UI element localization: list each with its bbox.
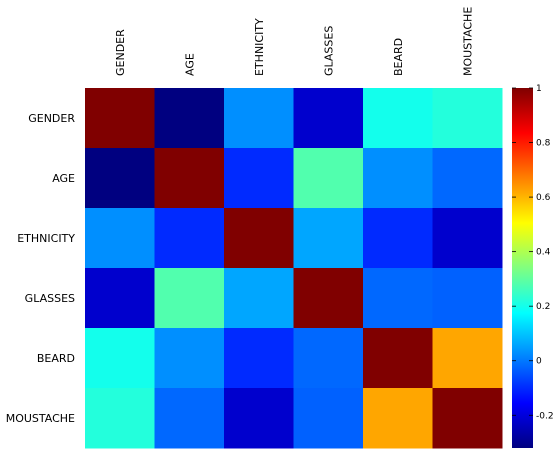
heatmap-cell-gender-age [154,88,225,149]
column-labels: GENDER AGE ETHNICITY GLASSES BEARD MOUSTACHE [114,7,475,76]
heatmap-cell-moustache-age [154,388,225,449]
column-label: AGE [183,53,196,76]
column-label: GENDER [114,29,127,76]
heatmap-cell-glasses-beard [363,268,433,329]
heatmap-cell-ethnicity-glasses [293,208,364,269]
heatmap-cell-moustache-gender [85,388,155,449]
column-label: ETHNICITY [253,18,266,76]
row-labels: GENDER AGE ETHNICITY GLASSES BEARD MOUSTACHE [6,112,76,425]
row-label: ETHNICITY [17,232,75,245]
column-label: GLASSES [322,26,335,76]
heatmap-cell-beard-beard [363,328,433,389]
heatmap-cells [85,88,503,449]
colorbar-gradient [512,88,533,448]
heatmap-cell-moustache-glasses [293,388,364,449]
heatmap-cell-ethnicity-age [154,208,225,269]
heatmap-cell-glasses-ethnicity [224,268,294,329]
heatmap-cell-glasses-moustache [432,268,503,329]
heatmap-cell-age-glasses [293,148,364,209]
row-label: AGE [52,172,75,185]
heatmap-cell-ethnicity-moustache [432,208,503,269]
heatmap-cell-gender-gender [85,88,155,149]
heatmap-cell-beard-gender [85,328,155,389]
heatmap-cell-gender-ethnicity [224,88,294,149]
column-label: BEARD [392,38,405,76]
heatmap-cell-beard-glasses [293,328,364,389]
heatmap-cell-age-age [154,148,225,209]
heatmap-cell-moustache-ethnicity [224,388,294,449]
heatmap-cell-gender-glasses [293,88,364,149]
heatmap-cell-age-beard [363,148,433,209]
heatmap-cell-moustache-beard [363,388,433,449]
colorbar-tick-label: 0 [536,357,542,367]
heatmap-cell-beard-age [154,328,225,389]
colorbar-tick-label: 0.2 [536,302,550,312]
colorbar-tick-label: 1 [536,84,542,94]
heatmap-cell-ethnicity-beard [363,208,433,269]
heatmap-cell-moustache-moustache [432,388,503,449]
heatmap-cell-beard-moustache [432,328,503,389]
colorbar-tick-label: 0.6 [536,193,551,203]
heatmap-cell-age-moustache [432,148,503,209]
heatmap-cell-ethnicity-gender [85,208,155,269]
row-label: MOUSTACHE [6,412,75,425]
heatmap-cell-glasses-age [154,268,225,329]
heatmap-cell-ethnicity-ethnicity [224,208,294,269]
heatmap-cell-age-ethnicity [224,148,294,209]
heatmap-cell-glasses-glasses [293,268,364,329]
heatmap-cell-beard-ethnicity [224,328,294,389]
colorbar: 1 0.8 0.6 0.4 0.2 0 -0.2 [512,84,554,448]
heatmap-cell-age-gender [85,148,155,209]
colorbar-tick-label: 0.8 [536,139,551,149]
heatmap-cell-glasses-gender [85,268,155,329]
heatmap-cell-gender-beard [363,88,433,149]
row-label: GENDER [28,112,75,125]
row-label: BEARD [37,352,75,365]
column-label: MOUSTACHE [461,7,474,76]
colorbar-tick-label: -0.2 [536,411,554,421]
colorbar-tick-label: 0.4 [536,248,551,258]
row-label: GLASSES [25,292,75,305]
heatmap-cell-gender-moustache [432,88,503,149]
